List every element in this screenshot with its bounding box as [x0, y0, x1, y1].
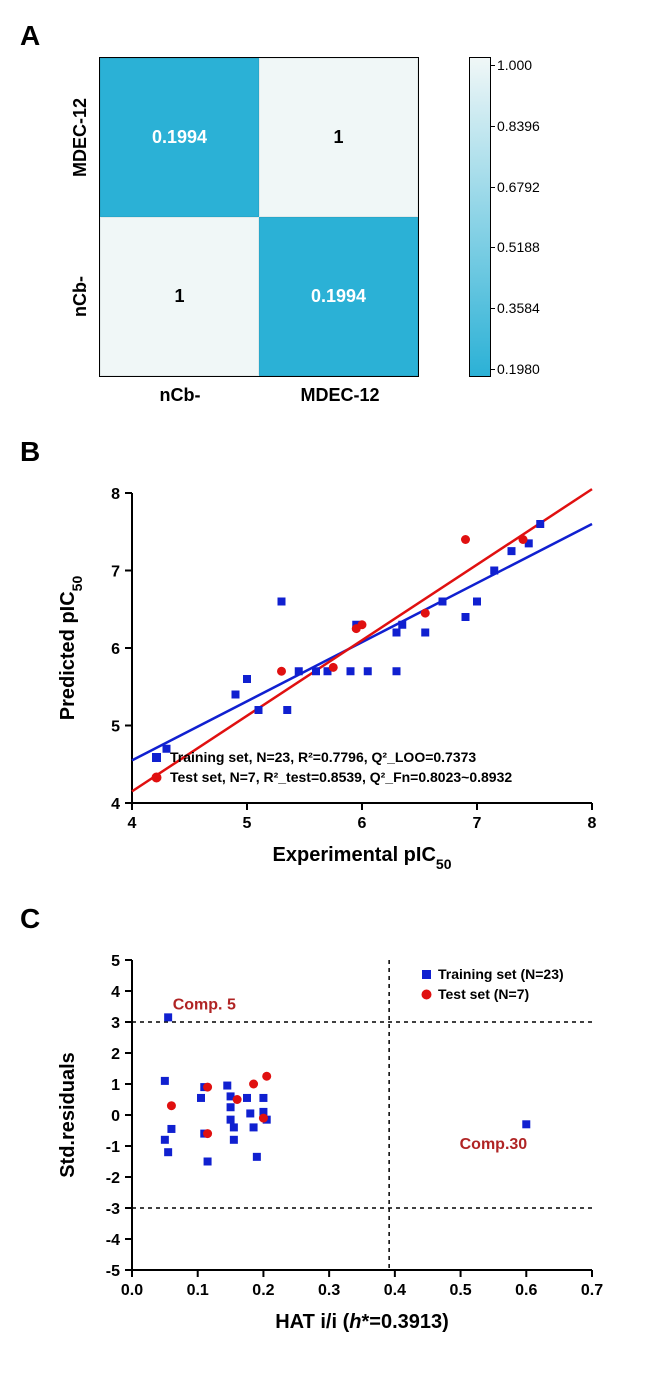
heatmap-x-labels: nCb- MDEC-12 [100, 385, 420, 406]
panel-c-label: C [20, 903, 643, 935]
scatter-chart-b: 4 5 6 7 8 4 5 6 7 8 Experimental pIC50 Predicted pI… [52, 473, 612, 873]
heatmap-wrap: MDEC-12 nCb- 0.1994110.1994 [70, 57, 419, 377]
colorbar-tick: 1.000 [497, 57, 540, 73]
heatmap-cell: 1 [259, 58, 418, 217]
colorbar-ticks: 1.000 0.8396 0.6792 0.5188 0.3584 0.1980 [497, 57, 540, 377]
heatmap-cell: 1 [100, 217, 259, 376]
svg-text:0.1: 0.1 [186, 1282, 208, 1299]
svg-text:4: 4 [127, 815, 136, 832]
heatmap-xlabel-0: nCb- [100, 385, 260, 406]
svg-text:7: 7 [111, 564, 120, 581]
svg-text:Experimental pIC50: Experimental pIC50 [272, 844, 451, 872]
svg-text:Comp.30: Comp.30 [459, 1136, 527, 1153]
svg-text:6: 6 [357, 815, 366, 832]
svg-text:Std.residuals: Std.residuals [57, 1052, 79, 1178]
svg-text:0.3: 0.3 [318, 1282, 340, 1299]
svg-text:-2: -2 [105, 1170, 119, 1187]
svg-text:0.7: 0.7 [580, 1282, 602, 1299]
colorbar-tick: 0.5188 [497, 239, 540, 255]
panel-b: B 4 5 6 7 8 4 5 6 7 8 Experimental pIC50 Predicted … [20, 436, 643, 873]
svg-text:4: 4 [111, 984, 120, 1001]
williams-plot-c: 0.0 0.1 0.2 0.3 0.4 0.5 0.6 0.7 -5 -4 -3 -2 -1 0 1 2 3 4 5… [52, 940, 612, 1340]
heatmap-cell: 0.1994 [259, 217, 418, 376]
svg-text:Training set (N=23): Training set (N=23) [438, 966, 564, 982]
svg-text:5: 5 [242, 815, 251, 832]
svg-text:0: 0 [111, 1108, 120, 1125]
svg-text:0.5: 0.5 [449, 1282, 471, 1299]
colorbar: 1.000 0.8396 0.6792 0.5188 0.3584 0.1980 [469, 57, 540, 377]
heatmap-xlabel-1: MDEC-12 [260, 385, 420, 406]
svg-text:8: 8 [111, 486, 120, 503]
svg-text:4: 4 [111, 796, 120, 813]
svg-text:3: 3 [111, 1015, 120, 1032]
svg-text:0.6: 0.6 [515, 1282, 537, 1299]
svg-text:0.2: 0.2 [252, 1282, 274, 1299]
svg-text:-5: -5 [105, 1263, 119, 1280]
svg-text:Test set (N=7): Test set (N=7) [438, 986, 529, 1002]
svg-text:-1: -1 [105, 1139, 119, 1156]
svg-text:8: 8 [587, 815, 596, 832]
svg-text:Training set, N=23, R²=0.7796,: Training set, N=23, R²=0.7796, Q²_LOO=0.… [170, 749, 476, 765]
svg-text:0.4: 0.4 [383, 1282, 405, 1299]
svg-text:HAT i/i (h*=0.3913): HAT i/i (h*=0.3913) [275, 1311, 449, 1333]
colorbar-tick: 0.3584 [497, 300, 540, 316]
svg-text:-4: -4 [105, 1232, 119, 1249]
svg-text:0.0: 0.0 [120, 1282, 142, 1299]
heatmap-grid: 0.1994110.1994 [99, 57, 419, 377]
heatmap-cell: 0.1994 [100, 58, 259, 217]
svg-text:6: 6 [111, 641, 120, 658]
heatmap-area: MDEC-12 nCb- 0.1994110.1994 1.000 0.8396 0… [70, 57, 643, 377]
colorbar-tick: 0.1980 [497, 361, 540, 377]
svg-text:-3: -3 [105, 1201, 119, 1218]
panel-a-label: A [20, 20, 643, 52]
svg-text:Comp. 5: Comp. 5 [172, 997, 235, 1014]
heatmap-y-labels: MDEC-12 nCb- [70, 57, 91, 377]
svg-text:Predicted pIC50: Predicted pIC50 [57, 576, 85, 721]
svg-text:Test set, N=7, R²_test=0.8539,: Test set, N=7, R²_test=0.8539, Q²_Fn=0.8… [170, 769, 512, 785]
colorbar-tick: 0.6792 [497, 179, 540, 195]
heatmap-ylabel-1: nCb- [70, 217, 91, 377]
svg-text:7: 7 [472, 815, 481, 832]
panel-b-label: B [20, 436, 643, 468]
svg-text:5: 5 [111, 953, 120, 970]
svg-text:5: 5 [111, 719, 120, 736]
panel-c: C 0.0 0.1 0.2 0.3 0.4 0.5 0.6 0.7 -5 -4 -3 -2 -1 0 1 2 3… [20, 903, 643, 1340]
colorbar-tick: 0.8396 [497, 118, 540, 134]
svg-text:1: 1 [111, 1077, 120, 1094]
panel-a: A MDEC-12 nCb- 0.1994110.1994 1.000 0.839… [20, 20, 643, 406]
svg-text:2: 2 [111, 1046, 120, 1063]
heatmap-ylabel-0: MDEC-12 [70, 57, 91, 217]
colorbar-gradient [469, 57, 491, 377]
